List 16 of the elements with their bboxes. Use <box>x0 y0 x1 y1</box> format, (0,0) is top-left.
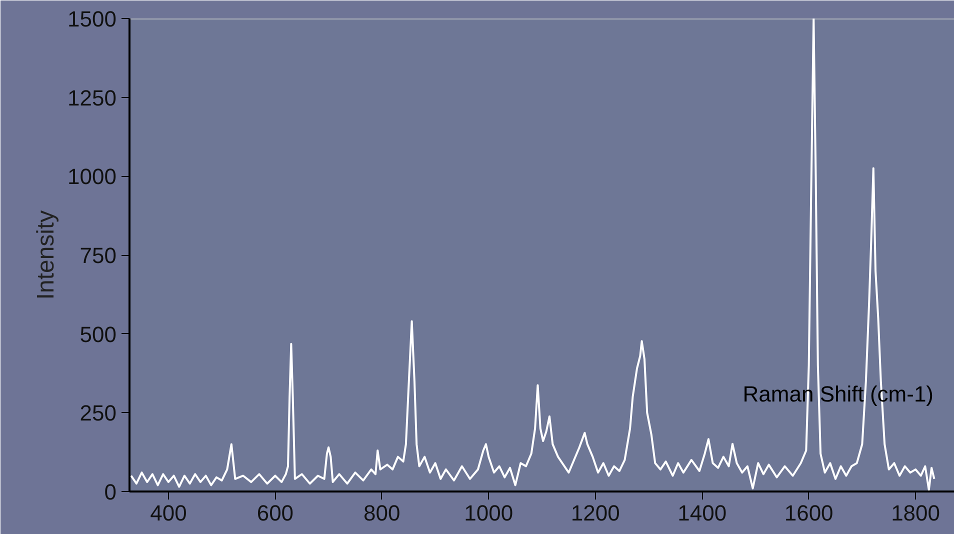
x-tick-label: 1400 <box>678 500 727 526</box>
y-tick-label: 500 <box>80 322 117 347</box>
x-tick-label: 800 <box>364 500 400 526</box>
y-tick-label: 750 <box>80 243 117 268</box>
x-tick-label: 1200 <box>570 500 620 526</box>
y-axis-title: Intensity <box>32 210 60 300</box>
x-tick-label: 600 <box>256 500 294 526</box>
y-tick-label: 1500 <box>68 6 117 32</box>
x-tick-label: 1600 <box>784 500 834 526</box>
y-tick-label: 0 <box>104 480 117 504</box>
y-tick-label: 1000 <box>68 164 117 190</box>
y-tick-label: 1250 <box>68 85 117 110</box>
x-tick-label: 1800 <box>891 500 940 526</box>
y-tick-label: 250 <box>80 400 117 426</box>
x-tick-label: 400 <box>150 500 187 526</box>
x-tick-label: 1000 <box>464 500 514 526</box>
